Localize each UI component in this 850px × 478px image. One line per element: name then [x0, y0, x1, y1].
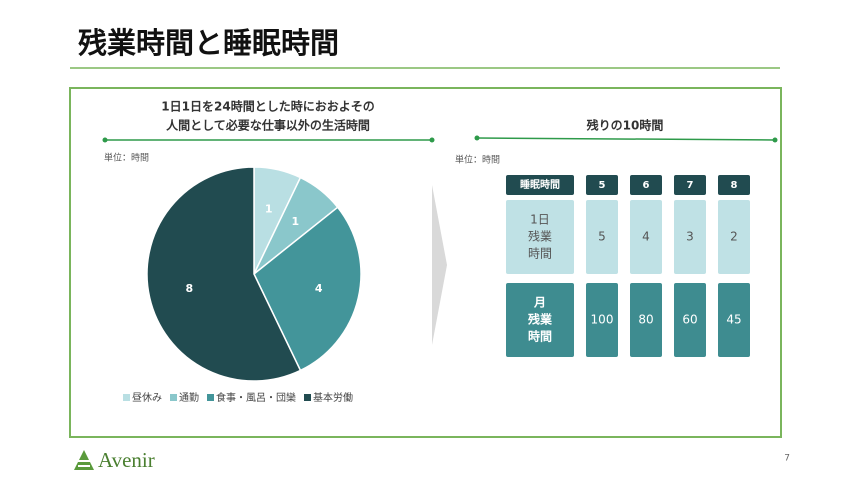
- row-label: 1日: [530, 213, 550, 227]
- unit-label: 単位：時間: [455, 154, 500, 166]
- value-text: 80: [638, 313, 653, 327]
- value-cell: [718, 283, 750, 357]
- row-label: 時間: [528, 329, 552, 344]
- header-cell: [718, 175, 750, 195]
- value-cell: [586, 200, 618, 274]
- value-cell: [630, 200, 662, 274]
- value-text: 45: [726, 313, 741, 327]
- divider-dot: [102, 137, 108, 143]
- table-title: 残りの10時間: [587, 118, 664, 133]
- header-text: 6: [643, 180, 650, 191]
- divider-dot: [772, 137, 778, 143]
- arrow: [432, 185, 447, 345]
- divider: [476, 137, 776, 141]
- pie-title: 1日1日を24時間とした時におおよその: [161, 99, 374, 114]
- unit-label: 単位：時間: [104, 152, 149, 164]
- data-label: 1: [265, 202, 273, 215]
- value-text: 5: [598, 230, 606, 244]
- pie-slice: [146, 166, 302, 382]
- value-text: 100: [591, 313, 614, 327]
- row-label: 残業: [528, 230, 552, 244]
- data-label: 1: [292, 215, 300, 228]
- value-cell: [586, 283, 618, 357]
- content-frame: [69, 87, 782, 438]
- value-cell: [674, 200, 706, 274]
- header-cell: [506, 175, 574, 195]
- legend-label: 食事・風呂・団欒: [216, 391, 296, 404]
- legend: 昼休み 通勤 食事・風呂・団欒 基本労働: [123, 391, 353, 404]
- header-text: 8: [731, 180, 738, 191]
- data-label: 8: [185, 282, 193, 295]
- header-text: 睡眠時間: [520, 178, 560, 191]
- header-cell: [674, 175, 706, 195]
- logo: Avenir: [74, 448, 155, 472]
- header-cell: [630, 175, 662, 195]
- value-text: 2: [730, 230, 738, 244]
- row-label: 月: [533, 296, 546, 310]
- legend-swatch: [304, 394, 311, 401]
- pie-slice: [253, 206, 362, 372]
- value-text: 4: [642, 230, 650, 244]
- divider-dot: [474, 135, 480, 141]
- legend-swatch: [170, 394, 177, 401]
- legend-label: 昼休み: [132, 392, 162, 404]
- value-cell: [630, 283, 662, 357]
- legend-label: 基本労働: [313, 391, 353, 404]
- slide-title: 残業時間と睡眠時間: [78, 26, 339, 60]
- legend-label: 通勤: [179, 391, 199, 404]
- pie-title: 人間として必要な仕事以外の生活時間: [166, 118, 370, 133]
- legend-swatch: [123, 394, 130, 401]
- row-label-cell: [506, 283, 574, 357]
- data-label: 4: [315, 282, 323, 295]
- divider-dot: [429, 137, 435, 143]
- page-number: 7: [784, 454, 790, 464]
- row-label-cell: [506, 200, 574, 274]
- value-cell: [718, 200, 750, 274]
- pie: 1 1 4 8: [146, 166, 362, 382]
- header-text: 5: [599, 180, 606, 191]
- header-text: 7: [687, 180, 694, 191]
- logo-text: Avenir: [98, 448, 155, 472]
- value-text: 60: [682, 313, 697, 327]
- row-label: 残業: [528, 312, 553, 327]
- row-label: 時間: [528, 247, 552, 261]
- value-text: 3: [686, 230, 694, 244]
- value-cell: [674, 283, 706, 357]
- header-cell: [586, 175, 618, 195]
- legend-swatch: [207, 394, 214, 401]
